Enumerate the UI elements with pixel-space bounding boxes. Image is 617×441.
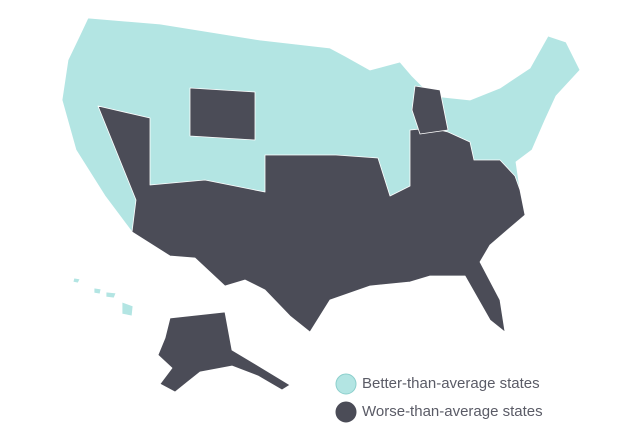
better-region: [93, 287, 102, 295]
legend-label: Worse-than-average states: [362, 403, 543, 420]
worse-region: [157, 311, 291, 393]
better-region: [72, 277, 81, 284]
better-region: [105, 291, 117, 299]
legend: Better-than-average states Worse-than-ave…: [335, 373, 543, 423]
legend-label: Better-than-average states: [362, 375, 540, 392]
legend-swatch: [335, 373, 357, 395]
better-region: [121, 301, 134, 317]
worse-region: [189, 87, 256, 141]
contiguous-us: [61, 17, 581, 333]
hawaii: [72, 277, 134, 317]
worse-region: [97, 105, 526, 333]
alaska: [157, 311, 291, 393]
legend-swatch: [335, 401, 357, 423]
worse-region: [411, 85, 449, 135]
